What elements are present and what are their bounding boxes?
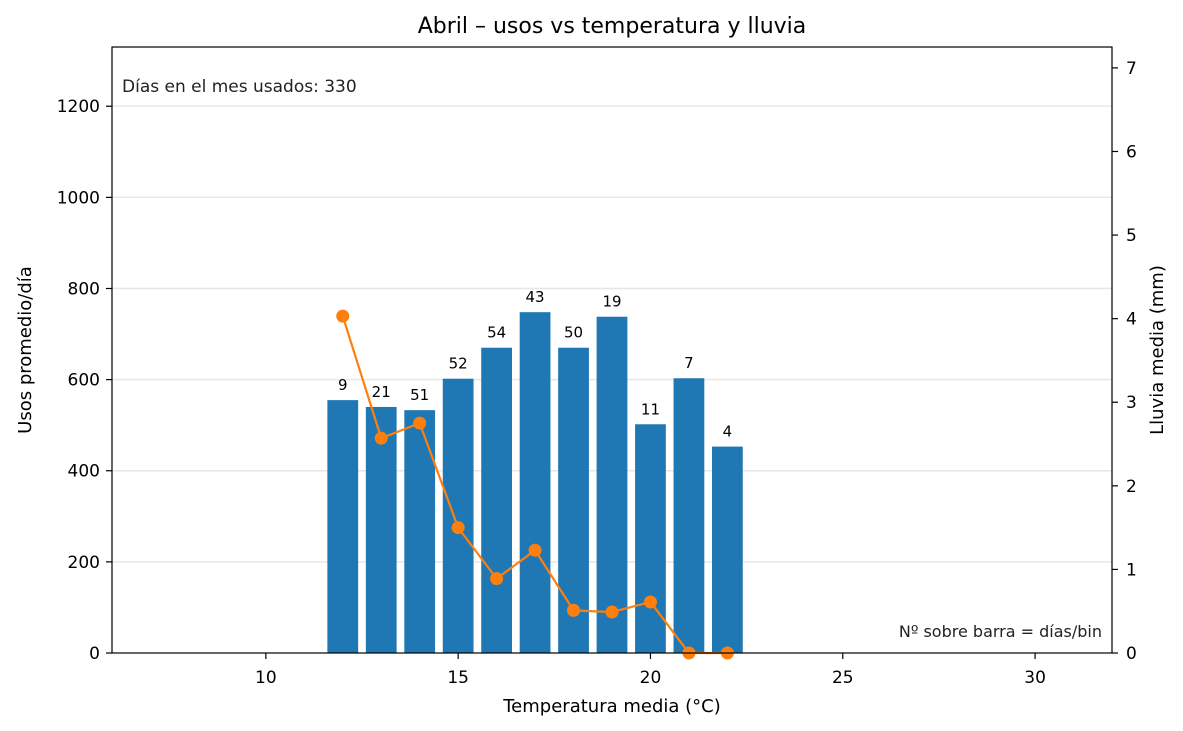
- days-used-annotation: Días en el mes usados: 330: [122, 77, 357, 97]
- bar: [596, 316, 628, 653]
- y-axis-right: 0 1 2 3 4 5 6 7: [1112, 59, 1137, 664]
- rain-point: [374, 431, 388, 445]
- bar: [442, 378, 474, 653]
- bar: [404, 410, 436, 653]
- rain-point: [336, 309, 350, 323]
- y2-tick-label: 3: [1126, 393, 1137, 413]
- y-tick-label: 1200: [57, 97, 100, 117]
- x-tick-label: 30: [1024, 668, 1046, 688]
- y2-axis-title: Lluvia media (mm): [1147, 265, 1168, 435]
- y-tick-label: 400: [68, 462, 100, 482]
- rain-point: [567, 603, 581, 617]
- bar-count-label: 43: [526, 288, 545, 306]
- y2-tick-label: 6: [1126, 142, 1137, 162]
- x-axis-title: Temperatura media (°C): [502, 696, 721, 717]
- bar-count-label: 4: [723, 423, 733, 441]
- rain-point: [528, 543, 542, 557]
- bar-count-label: 52: [449, 355, 468, 373]
- bar: [712, 446, 743, 653]
- line-layer: [336, 309, 734, 660]
- y-tick-label: 1000: [57, 188, 100, 208]
- rain-point: [490, 572, 504, 586]
- bar: [365, 406, 397, 653]
- y-tick-label: 800: [68, 279, 100, 299]
- bar: [327, 400, 359, 653]
- bar-count-label: 50: [564, 324, 583, 342]
- y2-tick-label: 0: [1126, 644, 1137, 664]
- x-tick-label: 10: [255, 668, 277, 688]
- plot-frame: [111, 46, 1113, 654]
- rain-point: [451, 521, 465, 535]
- chart-title: Abril – usos vs temperatura y lluvia: [418, 14, 807, 39]
- y2-tick-label: 4: [1126, 310, 1137, 330]
- bar: [673, 378, 705, 653]
- bar-count-label: 21: [372, 383, 391, 401]
- rain-point: [643, 595, 657, 609]
- bar-count-label: 11: [641, 400, 660, 418]
- rain-point: [605, 605, 619, 619]
- rain-point: [413, 416, 427, 430]
- y-axis-left: 0 200 400 600 800 1000 1200: [57, 97, 112, 664]
- y2-tick-label: 2: [1126, 477, 1137, 497]
- y-tick-label: 600: [68, 371, 100, 391]
- bar-count-label: 9: [338, 376, 348, 394]
- bar: [558, 347, 589, 653]
- bar: [635, 424, 666, 653]
- y-axis-title: Usos promedio/día: [15, 266, 36, 434]
- y-tick-label: 200: [68, 553, 100, 573]
- y-tick-label: 0: [89, 644, 100, 664]
- bar-number-note: Nº sobre barra = días/bin: [899, 622, 1102, 641]
- x-tick-label: 25: [832, 668, 854, 688]
- y2-tick-label: 7: [1126, 59, 1137, 79]
- bar: [519, 312, 551, 653]
- x-tick-label: 20: [640, 668, 662, 688]
- bar-count-label: 7: [684, 354, 694, 372]
- y2-tick-label: 5: [1126, 226, 1137, 246]
- bar-count-label: 54: [487, 324, 506, 342]
- bar: [481, 347, 512, 653]
- bar-label-layer: 9 21 51 52 54 43 50 19 11 7 4: [338, 288, 732, 440]
- bar-count-label: 51: [410, 386, 429, 404]
- x-tick-label: 15: [447, 668, 469, 688]
- bar-count-label: 19: [602, 293, 621, 311]
- y2-tick-label: 1: [1126, 560, 1137, 580]
- x-axis: 10 15 20 25 30: [255, 653, 1046, 688]
- bar-layer: [327, 312, 743, 653]
